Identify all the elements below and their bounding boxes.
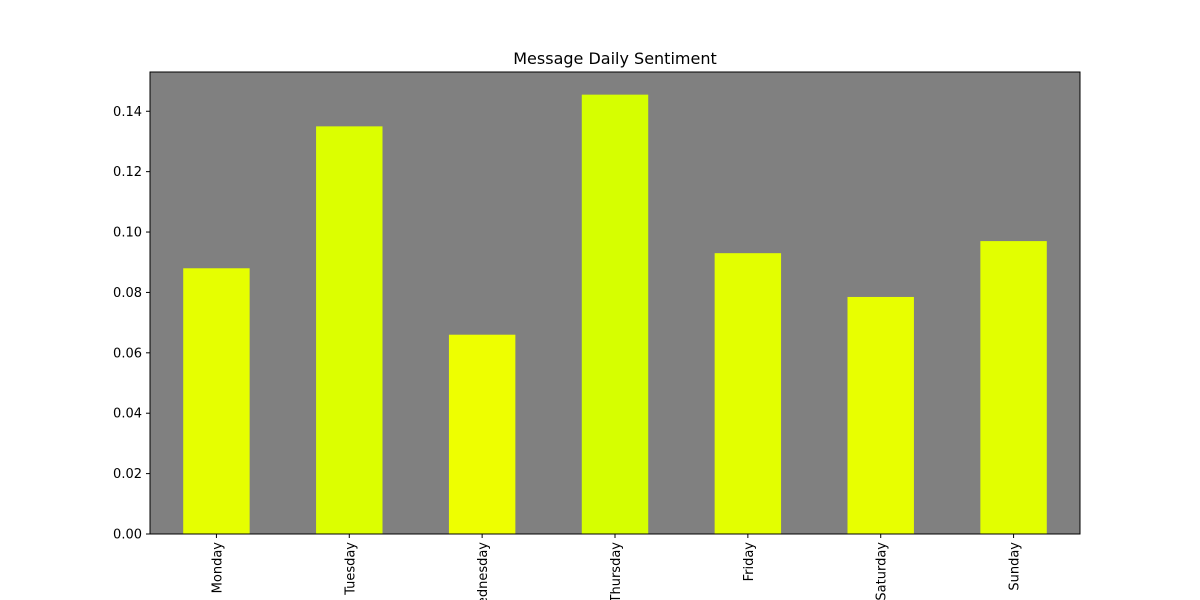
bar-friday <box>714 253 782 535</box>
y-axis: 0.00 0.02 0.04 0.06 0.08 0.10 0.12 0.14 <box>113 105 150 543</box>
x-tick-label-thursday: Thursday <box>609 542 624 600</box>
y-tick-label: 0.04 <box>113 407 142 422</box>
y-tick-label: 0.00 <box>113 528 142 543</box>
y-tick-label: 0.08 <box>113 286 142 301</box>
chart-title: Message Daily Sentiment <box>513 49 716 68</box>
x-axis: Monday Tuesday Wednesday Thursday Friday Satu… <box>210 534 1023 600</box>
x-tick-label-wednesday: Wednesday <box>476 542 491 600</box>
plot-frame <box>149 71 1081 535</box>
y-tick-label: 0.10 <box>113 226 142 241</box>
x-tick-label-saturday: Saturday <box>875 542 890 600</box>
x-tick-label-tuesday: Tuesday <box>343 542 358 596</box>
bar-thursday <box>581 94 649 534</box>
x-tick-label-monday: Monday <box>210 542 225 594</box>
bar-tuesday <box>316 126 383 535</box>
bar-sunday <box>980 241 1047 535</box>
y-tick-label: 0.02 <box>113 467 142 482</box>
bar-saturday <box>847 296 914 534</box>
bar-wednesday <box>448 334 516 534</box>
y-tick-label: 0.14 <box>113 105 142 120</box>
x-tick-label-friday: Friday <box>742 542 757 582</box>
bar-monday <box>183 268 250 534</box>
y-tick-label: 0.06 <box>113 346 142 361</box>
bars-layer <box>183 94 1047 535</box>
y-tick-label: 0.12 <box>113 165 142 180</box>
x-tick-label-sunday: Sunday <box>1008 542 1023 591</box>
